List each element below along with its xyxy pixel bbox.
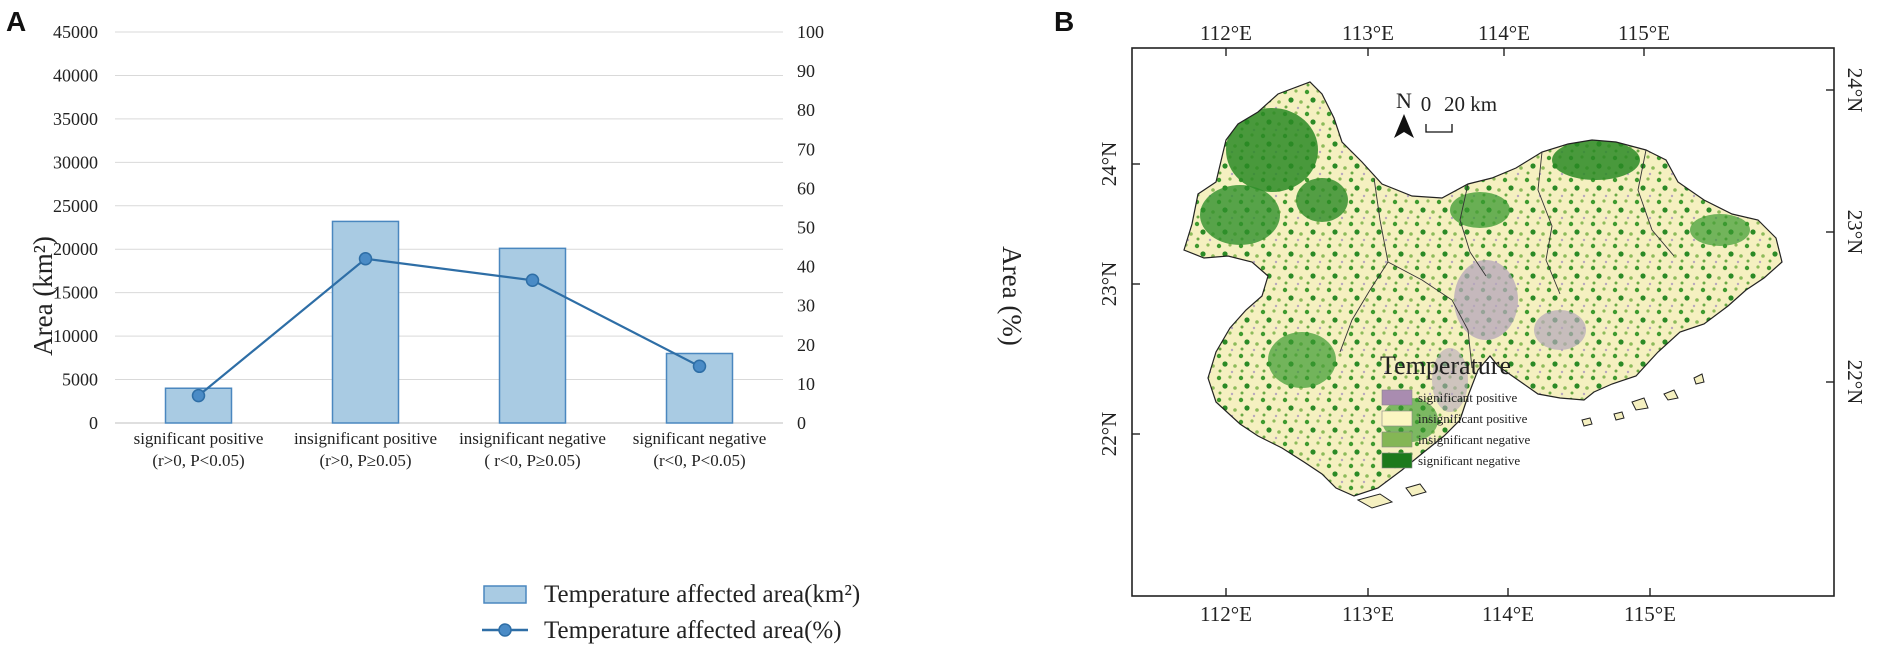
right-y-ticks: 0 10 20 30 40 50 60 70 80 90 100 [797, 22, 824, 433]
line-point [692, 359, 707, 374]
right-tick-label: 0 [797, 413, 806, 433]
north-arrow: N [1394, 88, 1414, 138]
line-point [191, 388, 206, 403]
right-tick-label: 20 [797, 335, 815, 355]
right-tick-label: 70 [797, 139, 815, 159]
right-tick-label: 22°N [1843, 360, 1867, 405]
panel-a-label: A [6, 6, 27, 37]
map-frame [1131, 47, 1835, 597]
bottom-tick-label: 114°E [1482, 602, 1534, 626]
left-tick-label: 23°N [1097, 262, 1121, 307]
left-tick-label: 30000 [53, 152, 98, 172]
line-point [525, 273, 540, 288]
right-tick-label: 10 [797, 374, 815, 394]
land-raster [1184, 82, 1782, 496]
islands [1356, 373, 1705, 509]
right-tick-label: 50 [797, 218, 815, 238]
right-tick-label: 24°N [1843, 68, 1867, 113]
left-tick-label: 20000 [53, 239, 98, 259]
scale-zero: 0 [1421, 92, 1432, 116]
category-condition: ( r<0, P≥0.05) [484, 451, 580, 470]
percent-series-line [197, 257, 701, 397]
bottom-tick-label: 112°E [1200, 602, 1252, 626]
top-tick-label: 114°E [1478, 21, 1530, 45]
legend-line-label: Temperature affected area(%) [544, 617, 842, 644]
map-legend-swatch [1381, 410, 1413, 427]
category-label: insignificant positive [294, 429, 437, 448]
right-y-axis-label: Area (%) [997, 246, 1027, 346]
land-outline [1183, 81, 1783, 497]
left-y-axis-label: Area (km²) [28, 236, 58, 356]
category-condition: (r>0, P<0.05) [152, 451, 244, 470]
legend-line-marker [498, 623, 512, 637]
right-tick-label: 100 [797, 22, 824, 42]
left-tick-label: 45000 [53, 22, 98, 42]
map-right-ticks: 24°N 23°N 22°N [1843, 68, 1867, 405]
right-tick-label: 40 [797, 257, 815, 277]
right-tick-label: 60 [797, 178, 815, 198]
category-condition: (r>0, P≥0.05) [319, 451, 411, 470]
bar-line-chart: 0 5000 10000 15000 20000 25000 30000 35000 40000… [28, 22, 1027, 644]
left-tick-label: 35000 [53, 109, 98, 129]
temperature-correlation-map: 112°E 113°E 114°E 115°E 112°E 113°E 114°… [1097, 21, 1867, 626]
map-legend-label: significant positive [1418, 390, 1518, 405]
right-tick-label: 30 [797, 296, 815, 316]
left-y-ticks: 0 5000 10000 15000 20000 25000 30000 35000 40000… [53, 22, 98, 433]
top-tick-label: 112°E [1200, 21, 1252, 45]
bars [164, 220, 734, 424]
map-left-ticks: 24°N 23°N 22°N [1097, 142, 1121, 457]
left-tick-label: 10000 [53, 326, 98, 346]
map-legend-title: Temperature [1380, 351, 1511, 380]
map-legend-swatch [1381, 389, 1413, 406]
right-tick-label: 23°N [1843, 210, 1867, 255]
right-tick-label: 80 [797, 100, 815, 120]
percent-line [191, 252, 707, 403]
top-tick-label: 115°E [1618, 21, 1670, 45]
map-legend-label: significant negative [1418, 453, 1520, 468]
left-tick-label: 40000 [53, 65, 98, 85]
map-legend: Temperature significant positive insignif… [1380, 351, 1531, 469]
bottom-tick-label: 115°E [1624, 602, 1676, 626]
line-point [358, 252, 373, 266]
category-condition: (r<0, P<0.05) [653, 451, 745, 470]
map-graticule-ticks [1132, 48, 1834, 596]
map-bottom-ticks: 112°E 113°E 114°E 115°E [1200, 602, 1676, 626]
legend-bar-label: Temperature affected area(km²) [544, 581, 860, 608]
panel-b-label: B [1054, 6, 1075, 37]
north-arrow-icon [1394, 114, 1414, 138]
left-tick-label: 25000 [53, 196, 98, 216]
map-legend-swatch [1381, 452, 1413, 469]
left-tick-label: 0 [89, 413, 98, 433]
left-tick-label: 22°N [1097, 412, 1121, 457]
map-legend-label: insignificant positive [1418, 411, 1528, 426]
category-label: significant positive [134, 429, 264, 448]
left-tick-label: 15000 [53, 283, 98, 303]
bar [331, 220, 400, 424]
map-legend-label: insignificant negative [1418, 432, 1531, 447]
map-legend-swatch [1381, 431, 1413, 448]
north-label: N [1396, 88, 1412, 113]
scale-label: 20 km [1444, 92, 1497, 116]
scale-bar: 0 20 km [1421, 92, 1497, 133]
right-tick-label: 90 [797, 61, 815, 81]
x-category-labels: significant positive (r>0, P<0.05) insigni… [134, 429, 767, 470]
left-tick-label: 5000 [62, 370, 98, 390]
category-label: insignificant negative [459, 429, 606, 448]
left-tick-label: 24°N [1097, 142, 1121, 187]
chart-legend: Temperature affected area(km²) Temperatu… [482, 581, 860, 644]
category-label: significant negative [633, 429, 767, 448]
top-tick-label: 113°E [1342, 21, 1394, 45]
admin-boundaries [1339, 149, 1675, 369]
map-top-ticks: 112°E 113°E 114°E 115°E [1200, 21, 1670, 45]
bottom-tick-label: 113°E [1342, 602, 1394, 626]
legend-bar-swatch [483, 585, 527, 604]
